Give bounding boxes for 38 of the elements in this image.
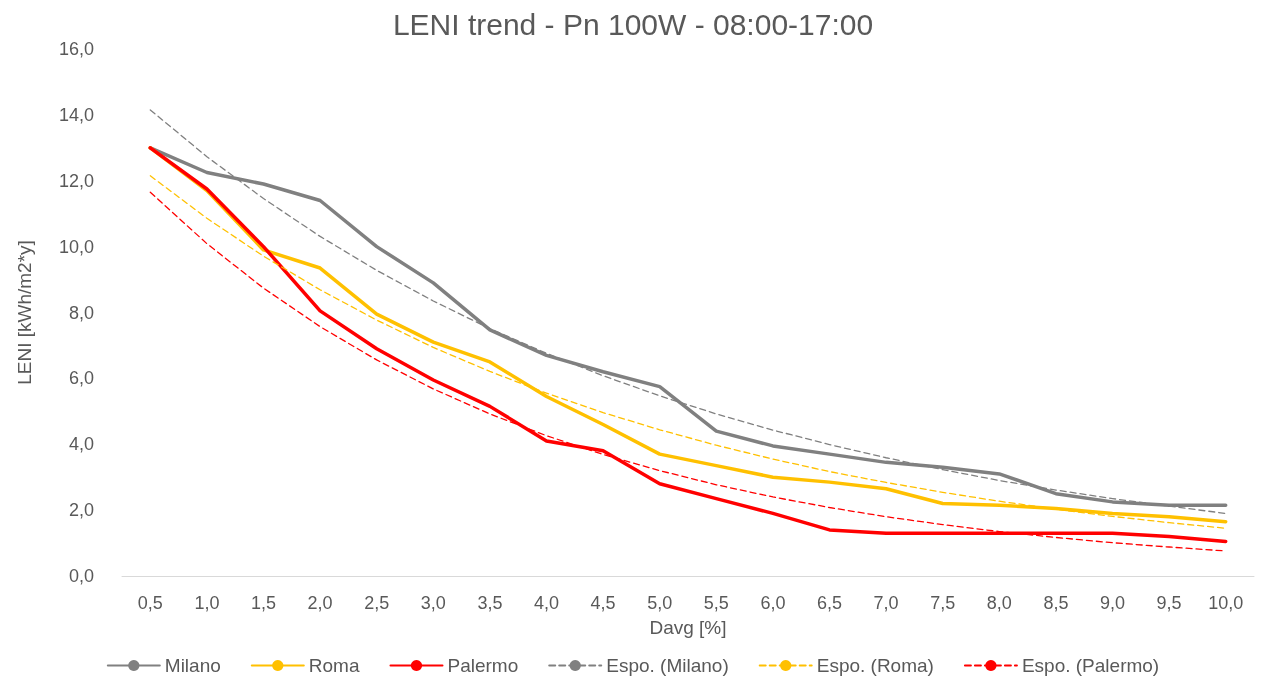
x-tick-label: 4,5 [590, 593, 616, 613]
x-tick-label: 3,5 [477, 593, 503, 613]
x-tick-label: 6,0 [760, 593, 786, 613]
x-tick-label: 7,0 [873, 593, 899, 613]
y-tick-label: 2,0 [68, 500, 94, 521]
x-tick-label: 2,0 [307, 593, 333, 613]
chart-title: LENI trend - Pn 100W - 08:00-17:00 [392, 7, 874, 41]
x-tick-label: 4,0 [533, 593, 560, 613]
x-tick-label: 7,5 [930, 593, 956, 613]
y-tick-label: 8,0 [68, 302, 94, 323]
y-tick-label: 6,0 [68, 368, 94, 389]
legend-label: Espo. (Palermo) [1021, 655, 1160, 676]
y-tick-label: 0,0 [68, 566, 94, 586]
legend-label: Milano [164, 655, 221, 676]
x-tick-label: 3,0 [420, 593, 446, 613]
y-axis-title: LENI [kWh/m2*y] [14, 240, 35, 385]
y-tick-label: 10,0 [58, 236, 94, 257]
x-axis-title: Davg [%] [649, 617, 727, 638]
legend-label: Espo. (Milano) [606, 655, 729, 676]
x-tick-label: 9,0 [1099, 593, 1126, 613]
x-tick-label: 1,5 [250, 593, 277, 613]
x-tick-label: 5,5 [703, 593, 729, 613]
x-tick-label: 8,5 [1043, 593, 1069, 613]
y-tick-label: 4,0 [68, 434, 94, 455]
legend-label: Palermo [447, 655, 519, 676]
y-tick-label: 14,0 [58, 104, 94, 125]
x-tick-label: 10,0 [1208, 593, 1244, 613]
y-tick-label: 16,0 [58, 39, 94, 59]
x-tick-label: 8,0 [986, 593, 1012, 613]
y-tick-label: 12,0 [58, 170, 94, 191]
legend-label: Espo. (Roma) [816, 655, 934, 676]
x-tick-label: 2,5 [364, 593, 390, 613]
x-tick-label: 6,5 [816, 593, 843, 613]
legend-label: Roma [308, 655, 360, 676]
x-tick-label: 1,0 [194, 593, 220, 613]
x-tick-label: 0,5 [137, 593, 163, 613]
x-tick-label: 5,0 [647, 593, 673, 613]
x-tick-label: 9,5 [1156, 593, 1182, 613]
